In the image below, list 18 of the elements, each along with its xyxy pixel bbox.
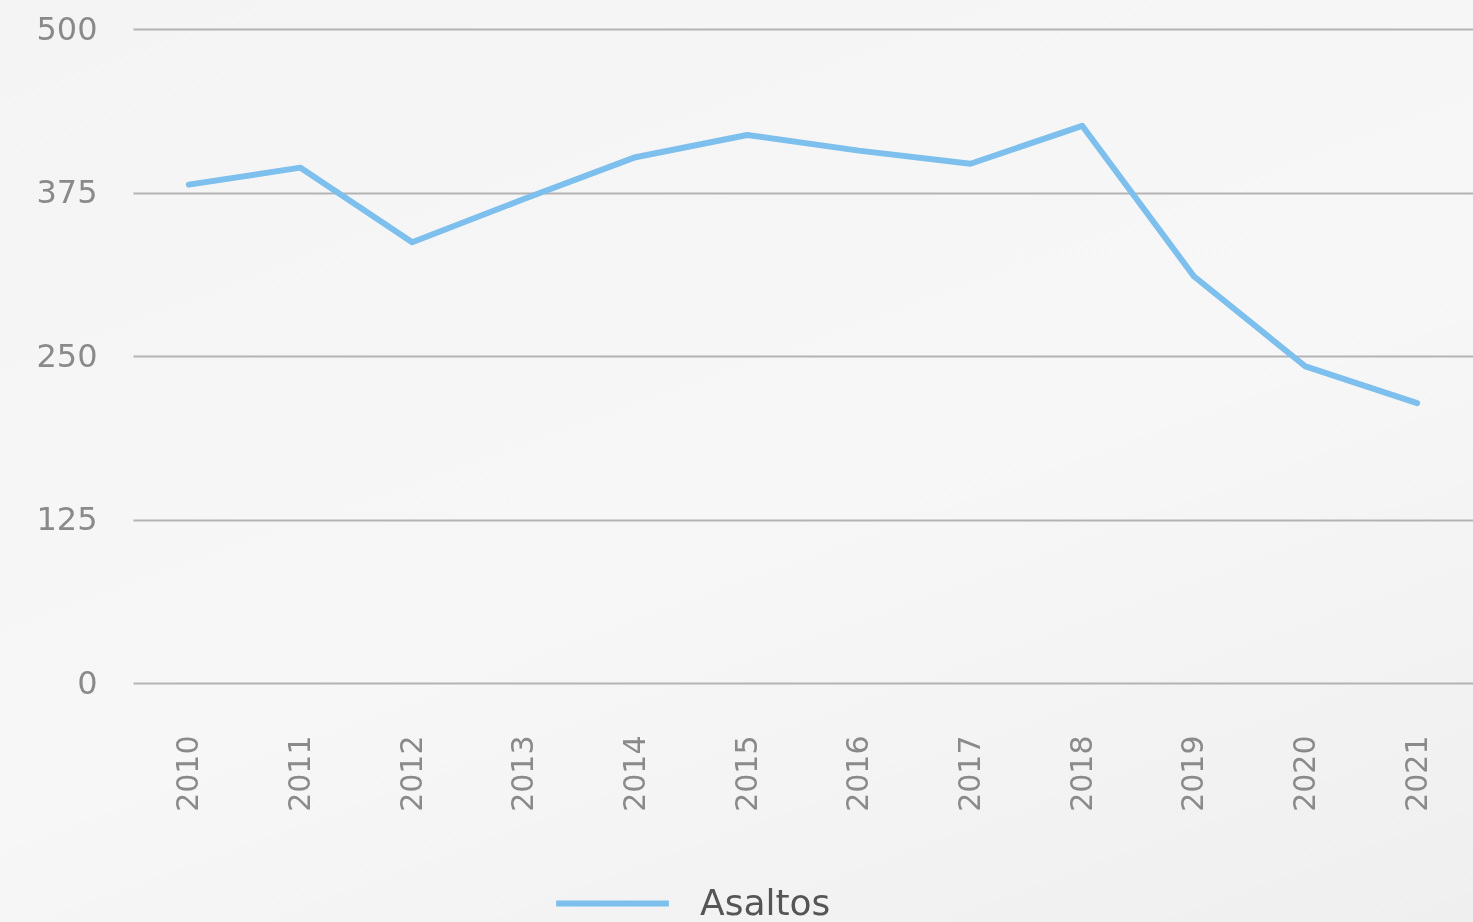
y-tick-label: 500 — [36, 9, 98, 48]
x-tick-label: 2012 — [393, 735, 429, 812]
x-tick-label: 2017 — [952, 735, 987, 812]
legend-label: Asaltos — [700, 881, 831, 922]
x-tick-label: 2010 — [170, 735, 206, 812]
x-tick-label: 2011 — [282, 735, 317, 812]
y-tick-label: 0 — [77, 663, 98, 702]
x-tick-label: 2015 — [728, 735, 764, 812]
x-tick-label: 2013 — [505, 735, 541, 812]
x-tick-label: 2021 — [1398, 735, 1434, 812]
x-tick-label: 2014 — [617, 735, 652, 812]
x-tick-label: 2018 — [1063, 735, 1099, 812]
x-tick-label: 2016 — [840, 735, 876, 812]
y-tick-label: 375 — [36, 173, 98, 211]
x-tick-label: 2019 — [1175, 735, 1211, 812]
y-tick-label: 250 — [36, 336, 98, 375]
y-tick-label: 125 — [36, 500, 98, 538]
x-tick-label: 2020 — [1287, 735, 1322, 812]
